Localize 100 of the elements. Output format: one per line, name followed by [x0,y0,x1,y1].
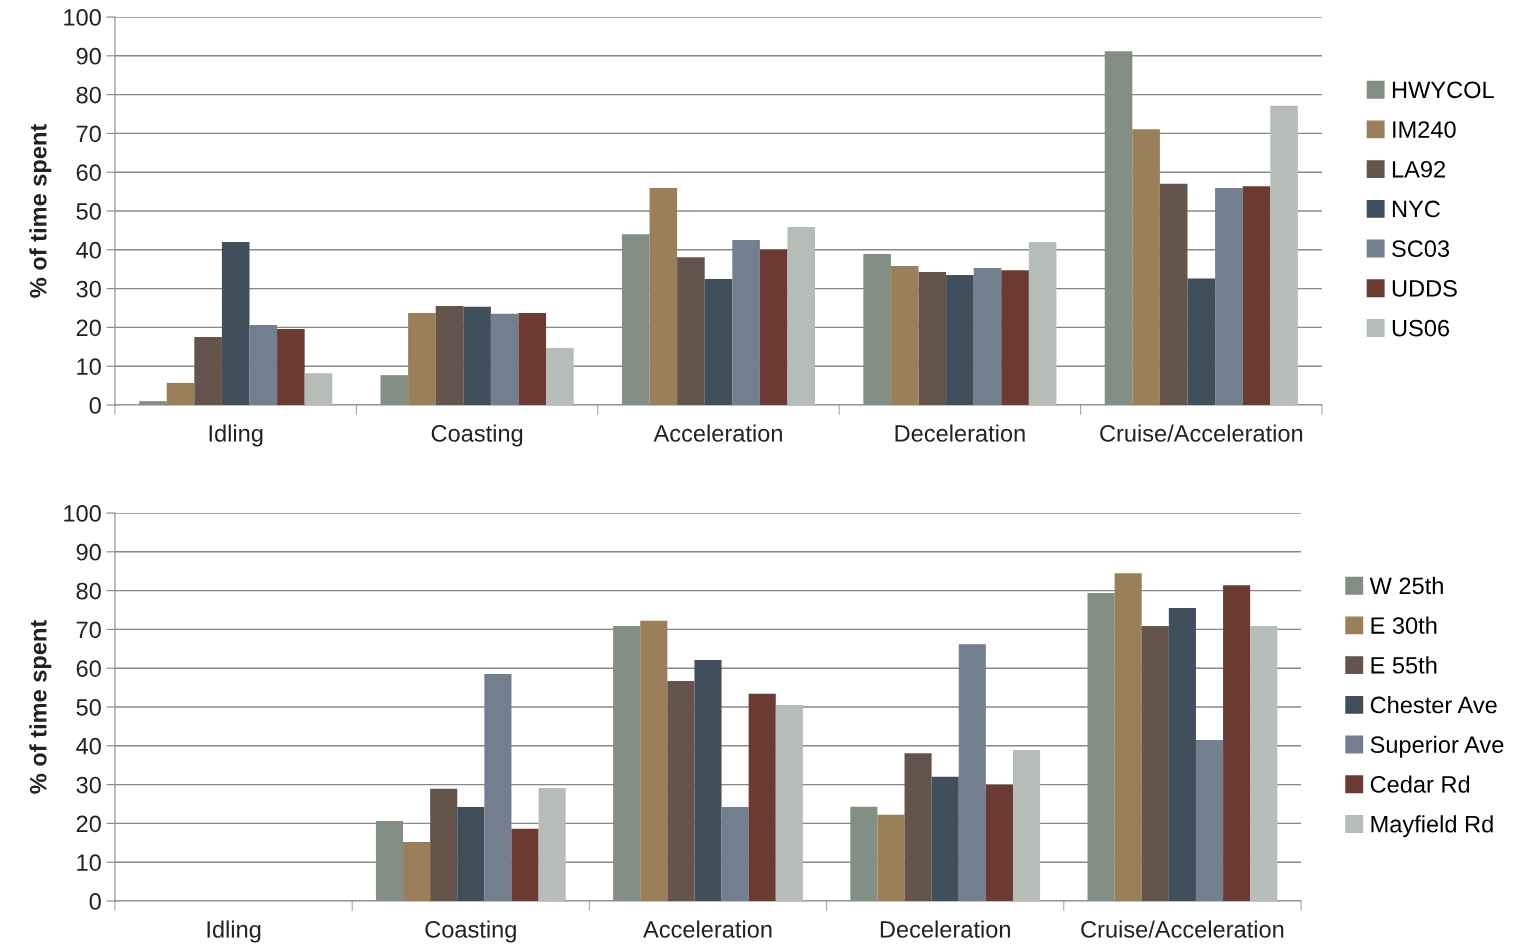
bar [973,268,1002,405]
x-tick-label: Cruise/Acceleration [1100,424,1303,442]
bar [775,705,803,901]
legend-label: Cedar Rd [1370,775,1470,793]
bar [787,226,816,405]
bar [677,257,705,405]
y-tick-label: 50 [76,699,101,716]
bar [877,814,905,901]
bar [667,681,695,901]
bar [166,382,195,405]
x-tick-label: Cruise/Acceleration [1081,920,1284,938]
bar [985,784,1013,901]
x-tick-label: Idling [207,920,261,943]
y-axis-title: % of time spent [29,124,52,298]
bar [304,373,333,405]
bar [1114,573,1142,901]
legend-label: HWYCOL [1392,81,1494,99]
bar [403,842,431,901]
bar [518,313,547,405]
bar [408,313,436,405]
y-tick-label: 60 [76,164,101,181]
legend-label: W 25th [1369,576,1443,595]
legend-label: Mayfield Rd [1371,815,1493,838]
bar [511,828,539,901]
y-tick-label: 90 [76,47,101,65]
bar [721,807,749,901]
bar [490,313,519,405]
bar [904,753,932,901]
bar [1223,585,1251,901]
bar [194,337,222,405]
bar [958,644,986,901]
legend-label: Chester Ave [1370,695,1497,714]
y-tick-label: 0 [89,397,101,414]
y-tick-label: 10 [77,854,101,871]
y-tick-label: 40 [76,737,101,755]
bar [1132,129,1160,405]
legend-label: SC03 [1392,240,1450,258]
y-tick-label: 50 [76,203,101,220]
y-tick-label: 100 [64,9,101,26]
y-tick-label: 0 [89,893,101,910]
y-tick-label: 70 [76,125,101,143]
bar [249,325,278,405]
bar [918,271,947,405]
bar [649,188,678,405]
bar [640,620,668,901]
y-tick-label: 70 [76,621,101,639]
bar [1141,625,1169,901]
bar [546,347,574,405]
y-tick-label: 80 [76,86,101,104]
bar [430,788,458,901]
legend-label: E 30th [1371,616,1437,634]
y-tick-label: 30 [76,280,101,298]
bar [732,240,760,405]
y-tick-label: 10 [77,358,101,375]
bar [1250,625,1278,901]
bar [435,306,464,405]
legend-label: IM240 [1393,121,1456,138]
x-tick-label: Coasting [431,424,523,447]
y-tick-label: 60 [76,660,101,677]
bar [759,249,788,405]
bar [890,266,919,405]
x-tick-label: Acceleration [643,920,772,938]
y-tick-label: 40 [76,241,101,259]
bar [1012,750,1041,901]
bar [1195,739,1224,901]
x-tick-label: Deceleration [880,920,1010,938]
bar [1242,186,1271,405]
bar [1187,278,1216,405]
bar [457,807,485,901]
bar [1001,270,1029,405]
bar [463,306,491,405]
legend-label: NYC [1392,200,1440,218]
bar [1159,183,1188,405]
bar [694,660,722,901]
bar [931,776,959,901]
bar [1168,608,1196,901]
legend-label: LA92 [1392,160,1445,178]
y-tick-label: 80 [76,582,101,600]
bar [1215,188,1243,405]
y-tick-label: 100 [64,505,101,522]
y-axis-title: % of time spent [29,620,52,794]
legend-label: Superior Ave [1370,735,1504,758]
bar [704,278,733,405]
bar [221,242,250,405]
y-tick-label: 30 [76,776,101,794]
x-tick-label: Idling [209,424,263,447]
bar [946,275,974,405]
y-tick-label: 90 [76,543,101,561]
x-tick-label: Coasting [425,920,516,943]
y-tick-label: 20 [76,319,101,337]
legend-label: E 55th [1371,656,1437,674]
legend-label: US06 [1392,319,1450,337]
bar [1270,105,1298,405]
bar [277,328,305,405]
x-tick-label: Deceleration [895,424,1025,442]
x-tick-label: Acceleration [653,424,782,442]
legend-label: UDDS [1392,280,1457,297]
bar [484,674,512,901]
y-tick-label: 20 [76,815,101,833]
bar [1028,242,1057,405]
